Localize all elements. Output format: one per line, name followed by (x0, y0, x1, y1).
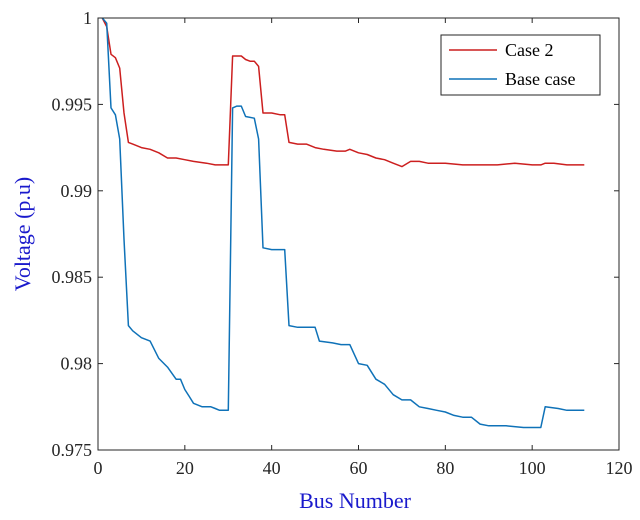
x-tick-label: 80 (436, 458, 454, 478)
x-axis-ticks: 0 20 40 60 80 100 120 (94, 18, 633, 478)
x-tick-label: 100 (519, 458, 546, 478)
x-tick-label: 60 (350, 458, 368, 478)
x-tick-label: 120 (606, 458, 633, 478)
series-line-base-case (101, 17, 585, 429)
legend-box (440, 34, 601, 96)
x-tick-label: 20 (176, 458, 194, 478)
plot-frame (97, 17, 620, 451)
series-line-case-2 (101, 17, 585, 168)
legend: Case 2 Base case (440, 34, 601, 96)
y-tick-label: 0.98 (61, 354, 93, 374)
y-tick-label: 0.995 (52, 94, 93, 114)
y-tick-label: 0.975 (52, 440, 93, 460)
y-tick-label: 0.99 (61, 181, 93, 201)
y-axis-ticks: 0.975 0.98 0.985 0.99 0.995 1 (52, 8, 619, 460)
legend-label-base-case: Base case (505, 69, 575, 89)
y-tick-label: 1 (83, 8, 92, 28)
series-layer (101, 17, 585, 429)
y-axis-title: Voltage (p.u) (10, 177, 35, 291)
x-axis-title: Bus Number (299, 488, 412, 513)
legend-label-case-2: Case 2 (505, 40, 554, 60)
y-tick-label: 0.985 (52, 267, 93, 287)
x-tick-label: 0 (94, 458, 103, 478)
x-tick-label: 40 (263, 458, 281, 478)
